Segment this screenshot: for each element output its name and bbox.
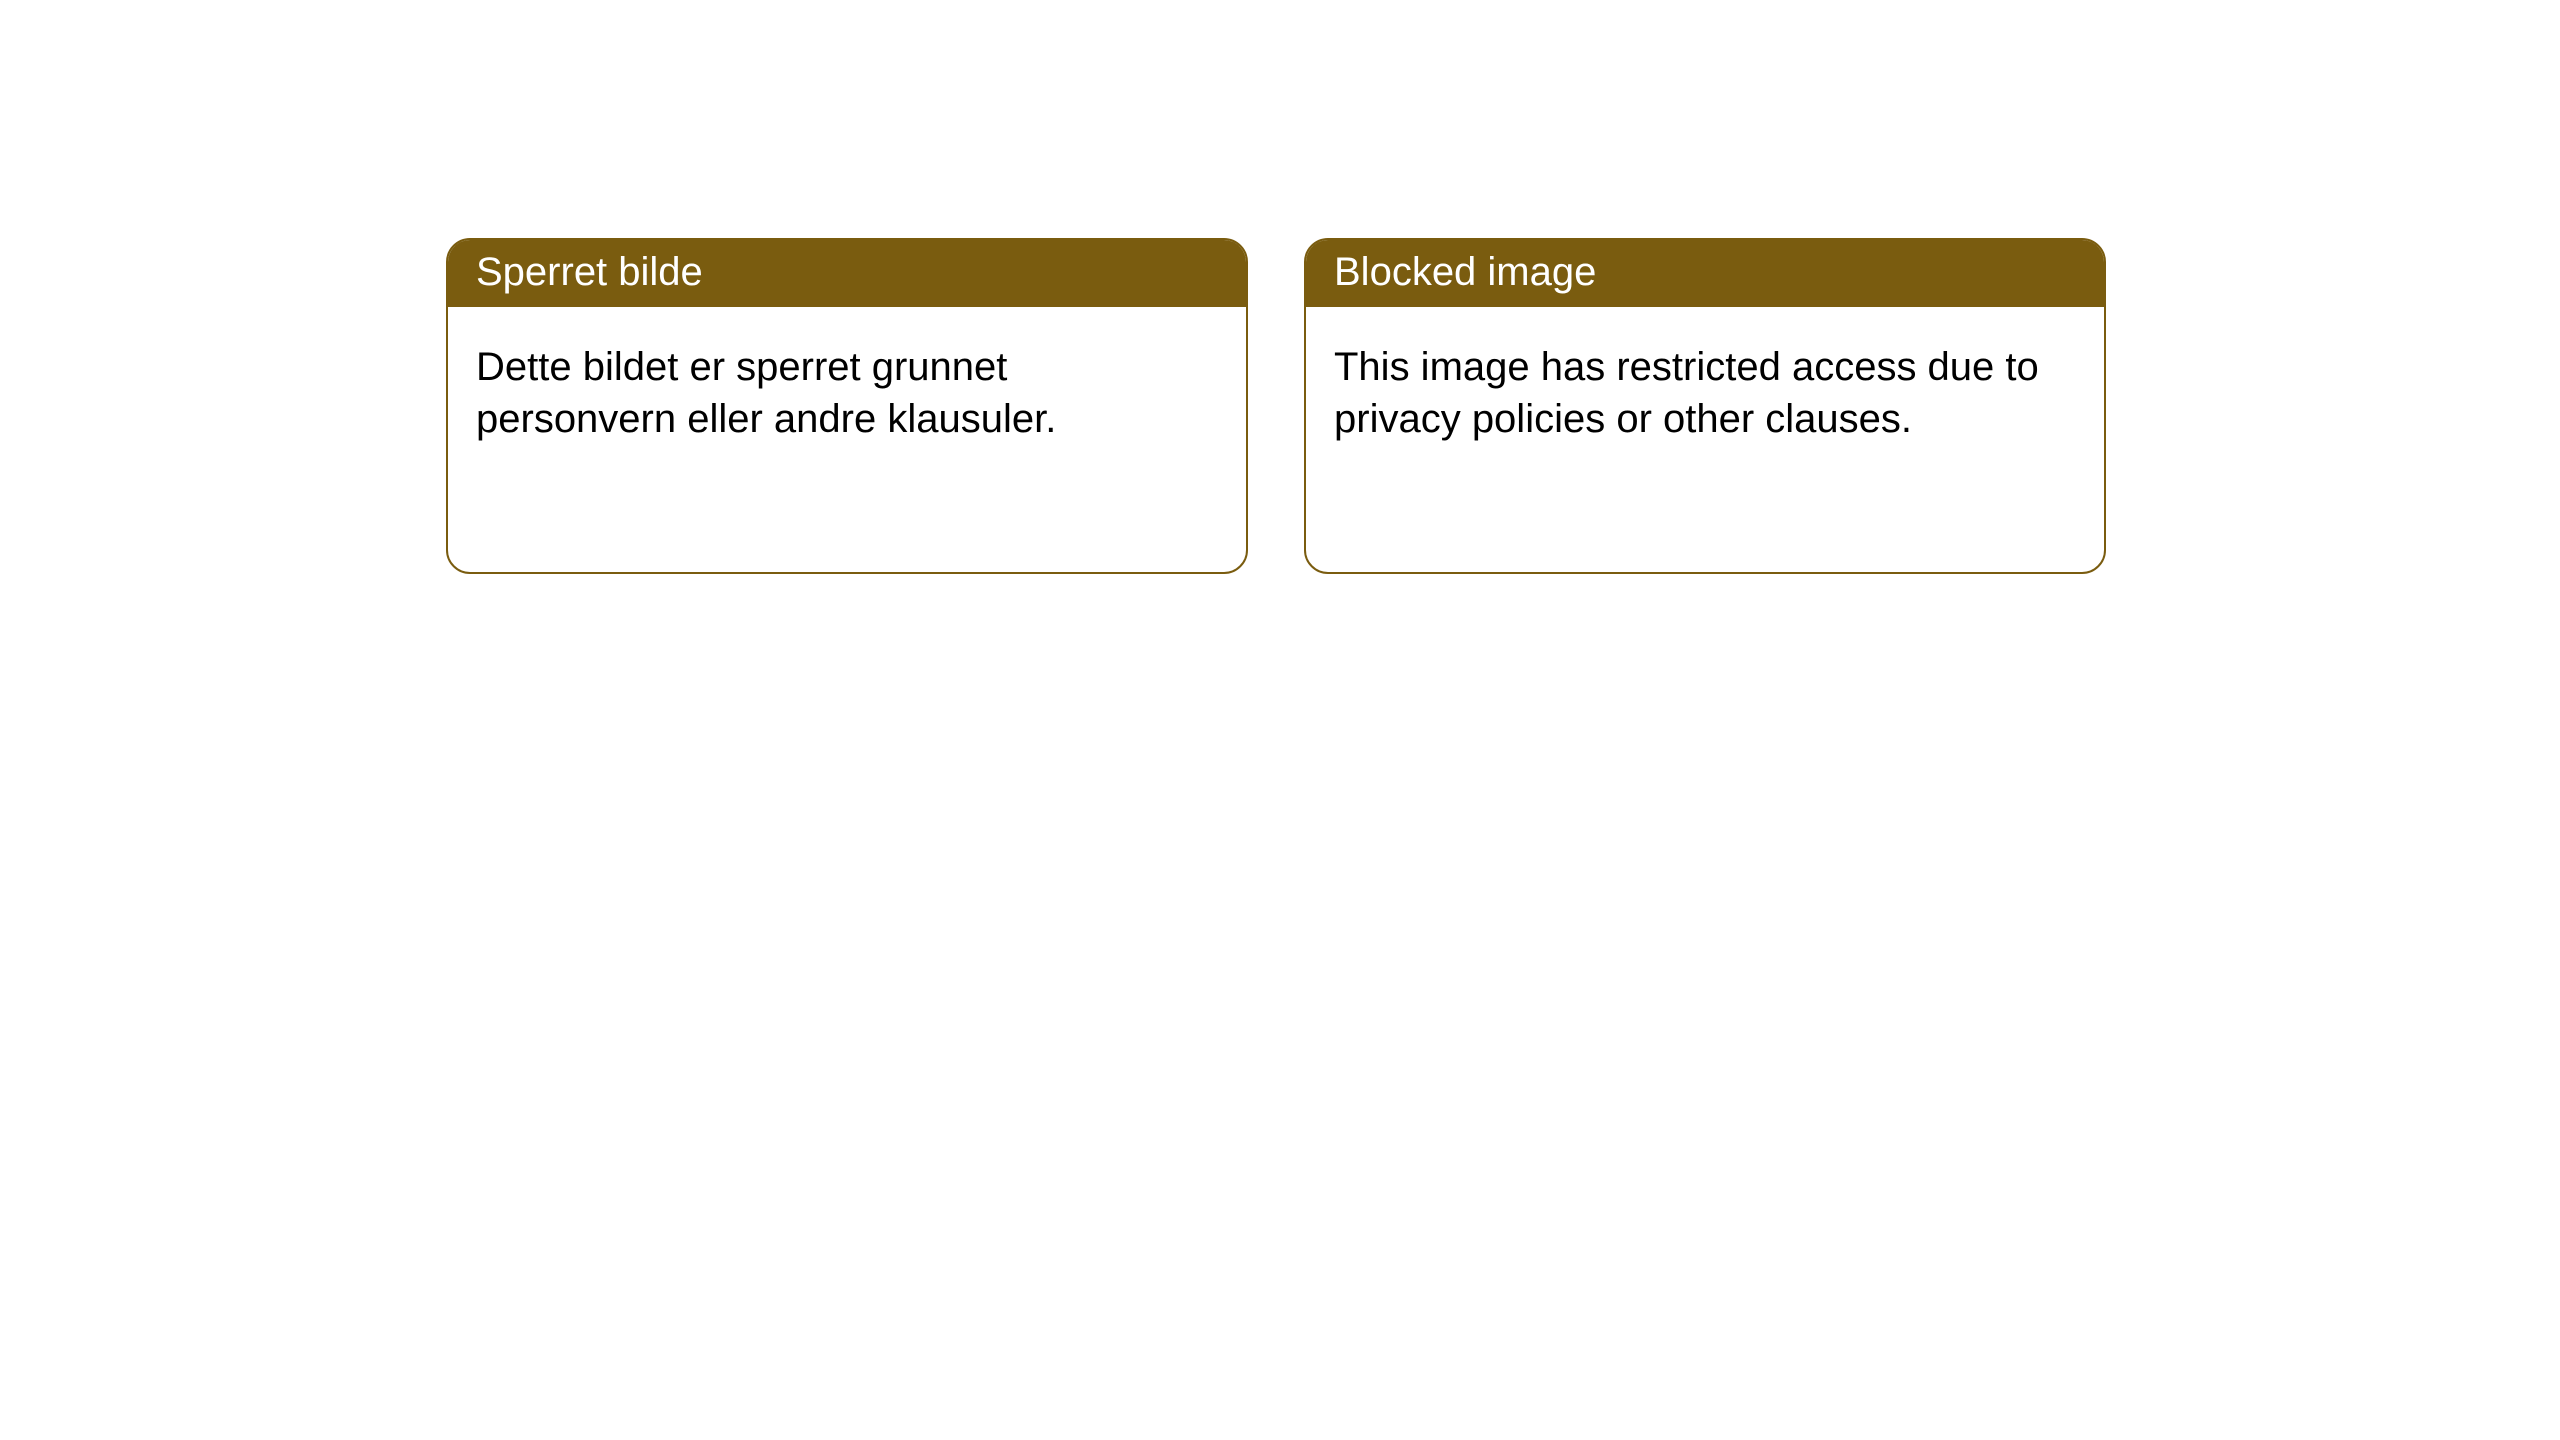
- card-body: This image has restricted access due to …: [1306, 307, 2104, 479]
- card-header: Blocked image: [1306, 240, 2104, 307]
- card-title: Sperret bilde: [476, 250, 703, 294]
- notice-card-english: Blocked image This image has restricted …: [1304, 238, 2106, 574]
- notice-container: Sperret bilde Dette bildet er sperret gr…: [446, 238, 2106, 574]
- card-header: Sperret bilde: [448, 240, 1246, 307]
- card-body: Dette bildet er sperret grunnet personve…: [448, 307, 1246, 479]
- notice-card-norwegian: Sperret bilde Dette bildet er sperret gr…: [446, 238, 1248, 574]
- card-title: Blocked image: [1334, 250, 1596, 294]
- card-body-text: This image has restricted access due to …: [1334, 345, 2039, 441]
- card-body-text: Dette bildet er sperret grunnet personve…: [476, 345, 1056, 441]
